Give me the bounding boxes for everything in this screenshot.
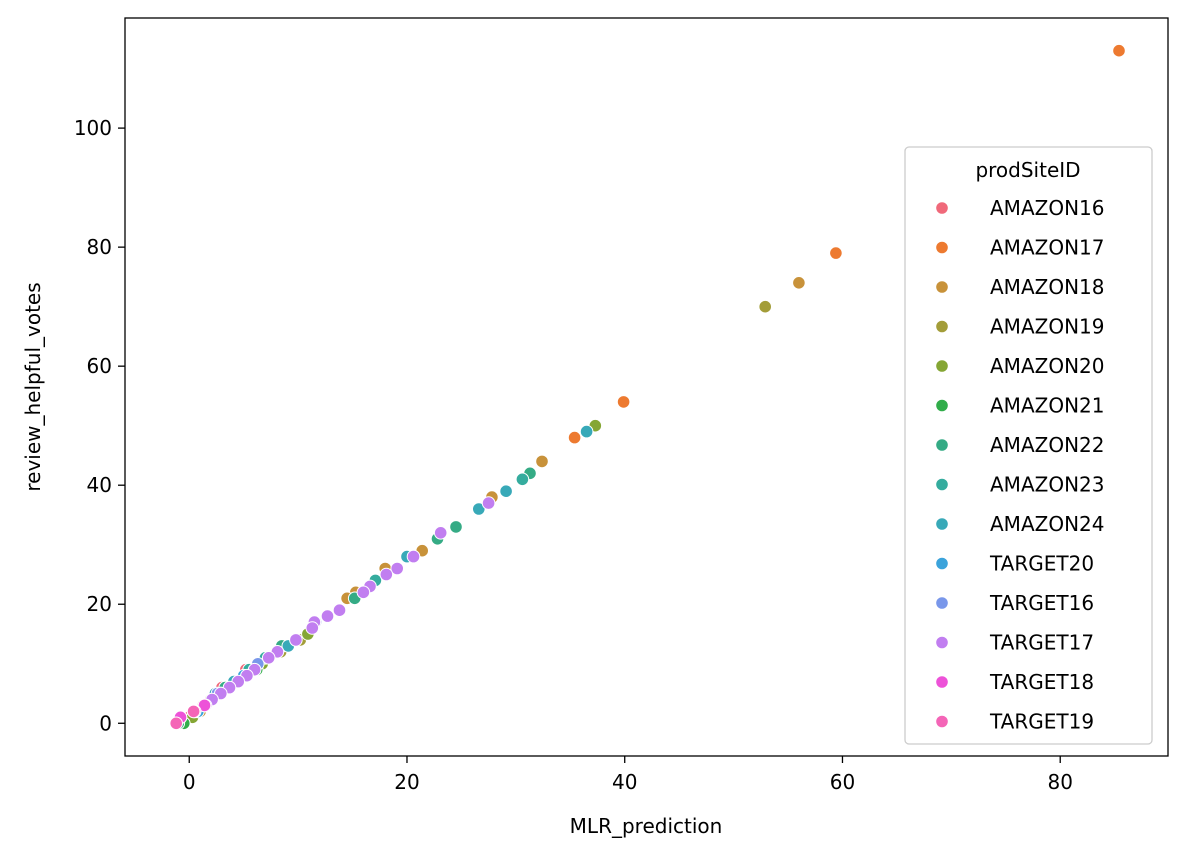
x-tick-label-60: 60 xyxy=(830,770,855,794)
legend-marker-target19 xyxy=(935,714,949,729)
x-axis-ticks: 0 20 40 60 80 xyxy=(183,756,1073,794)
legend-title: prodSiteID xyxy=(975,158,1080,182)
legend-marker-amazon17 xyxy=(935,240,949,255)
data-point-amazon23-0 xyxy=(515,472,530,487)
legend-marker-amazon16 xyxy=(935,201,949,215)
data-point-amazon18-1 xyxy=(535,454,549,469)
y-tick-label-40: 40 xyxy=(87,473,112,497)
legend-marker-amazon18 xyxy=(935,280,949,294)
y-tick-label-100: 100 xyxy=(74,116,112,140)
legend-label-amazon19: AMAZON19 xyxy=(990,315,1104,339)
data-point-target17-7 xyxy=(332,603,347,618)
data-point-target17-4 xyxy=(379,567,394,582)
legend-marker-target16 xyxy=(935,596,949,610)
data-point-target17-11 xyxy=(289,633,303,647)
y-tick-label-0: 0 xyxy=(99,711,112,735)
x-tick-label-80: 80 xyxy=(1047,770,1072,794)
legend: prodSiteID AMAZON16AMAZON17AMAZON18AMAZO… xyxy=(904,146,1153,745)
legend-label-amazon22: AMAZON22 xyxy=(990,433,1104,457)
data-point-target18-0 xyxy=(197,698,212,713)
y-tick-label-80: 80 xyxy=(87,235,112,259)
data-point-target17-3 xyxy=(390,561,405,576)
plot-frame xyxy=(124,17,1169,757)
data-point-amazon17-1 xyxy=(829,246,843,260)
data-point-target19-0 xyxy=(186,704,201,719)
legend-label-amazon16: AMAZON16 xyxy=(990,196,1104,220)
data-point-target17-6 xyxy=(356,585,371,600)
legend-marker-amazon23 xyxy=(935,477,949,492)
legend-marker-amazon21 xyxy=(935,398,949,413)
data-point-target17-0 xyxy=(481,496,496,510)
data-point-target17-2 xyxy=(406,549,421,564)
data-point-target17-10 xyxy=(305,621,320,635)
data-point-amazon24-0 xyxy=(579,424,594,439)
data-point-amazon18-0 xyxy=(792,276,806,290)
legend-items: AMAZON16 AMAZON17 AMAZON18 AMAZON19 AMAZON20… xyxy=(935,196,1104,734)
data-point-amazon17-3 xyxy=(567,430,582,445)
data-point-amazon17-2 xyxy=(616,395,631,409)
data-point-target17-13 xyxy=(261,651,276,665)
legend-label-amazon21: AMAZON21 xyxy=(990,394,1104,418)
x-tick-label-40: 40 xyxy=(612,770,637,794)
legend-label-amazon20: AMAZON20 xyxy=(990,354,1104,378)
legend-label-amazon23: AMAZON23 xyxy=(990,473,1104,497)
y-tick-label-20: 20 xyxy=(87,592,112,616)
legend-label-amazon17: AMAZON17 xyxy=(990,236,1104,260)
data-point-target19-1 xyxy=(169,716,183,731)
x-tick-label-20: 20 xyxy=(394,770,419,794)
legend-marker-target17 xyxy=(935,635,949,650)
legend-label-target20: TARGET20 xyxy=(989,552,1094,576)
data-points xyxy=(169,43,1126,731)
x-tick-label-0: 0 xyxy=(183,770,196,794)
y-axis-ticks: 0 20 40 60 80 100 xyxy=(74,116,125,735)
data-point-target17-1 xyxy=(433,526,448,540)
legend-label-target16: TARGET16 xyxy=(989,591,1094,615)
legend-marker-amazon24 xyxy=(935,517,949,531)
legend-box xyxy=(904,146,1153,745)
y-axis-label: review_helpful_votes xyxy=(21,282,45,491)
legend-label-target18: TARGET18 xyxy=(989,670,1094,694)
legend-marker-target18 xyxy=(935,675,949,689)
legend-marker-amazon20 xyxy=(935,359,949,373)
data-point-amazon24-2 xyxy=(472,502,486,516)
legend-marker-amazon22 xyxy=(935,438,949,452)
legend-label-amazon24: AMAZON24 xyxy=(990,512,1104,536)
data-point-amazon17-0 xyxy=(1112,43,1126,58)
legend-label-target17: TARGET17 xyxy=(989,631,1094,655)
x-axis-label: MLR_prediction xyxy=(570,814,723,838)
y-tick-label-60: 60 xyxy=(87,354,112,378)
data-point-amazon24-1 xyxy=(499,484,513,499)
legend-label-target19: TARGET19 xyxy=(989,710,1094,734)
data-point-target17-8 xyxy=(320,609,335,623)
data-point-amazon22-1 xyxy=(449,520,463,534)
legend-label-amazon18: AMAZON18 xyxy=(990,275,1104,299)
legend-marker-target20 xyxy=(935,556,949,571)
data-point-amazon19-0 xyxy=(758,299,773,314)
legend-marker-amazon19 xyxy=(935,319,949,334)
